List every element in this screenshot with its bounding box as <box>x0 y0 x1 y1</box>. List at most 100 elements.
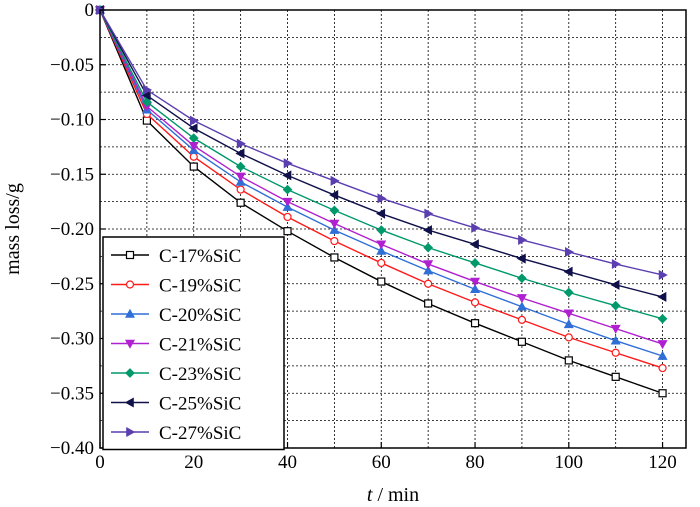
data-point <box>610 300 621 311</box>
data-point <box>517 337 527 346</box>
data-point <box>563 309 574 319</box>
data-point <box>377 258 386 268</box>
x-tick-label: 120 <box>648 452 677 473</box>
data-point <box>236 185 245 194</box>
data-point <box>236 138 246 149</box>
data-point <box>564 246 575 258</box>
legend-entry: C-17%SiC <box>111 246 241 267</box>
x-axis-label-italic: t <box>367 484 373 506</box>
data-point <box>189 152 198 161</box>
data-point <box>516 294 527 304</box>
data-point <box>517 315 527 324</box>
data-point <box>329 224 340 234</box>
legend: C-17%SiC C-19%SiC C-20%SiC C-21%SiC C-23%SiC… <box>102 236 285 451</box>
data-point <box>564 356 573 365</box>
data-point <box>282 197 293 207</box>
data-point <box>516 253 526 264</box>
x-axis-label-unit: / min <box>372 484 419 506</box>
data-point <box>283 158 293 169</box>
legend-label: C-21%SiC <box>159 335 241 356</box>
legend-swatch-marker <box>124 308 136 318</box>
data-point <box>470 283 481 294</box>
data-point <box>563 319 574 329</box>
data-point <box>141 90 151 101</box>
data-point <box>329 219 340 229</box>
data-point <box>471 222 481 233</box>
legend-swatch-marker <box>126 426 136 438</box>
data-point <box>516 301 527 311</box>
data-point <box>611 372 620 381</box>
data-point <box>611 259 621 270</box>
x-axis-label: t / min <box>367 484 419 506</box>
data-point <box>610 324 621 334</box>
x-tick-label: 0 <box>95 452 105 473</box>
data-point <box>470 277 481 287</box>
legend-label: C-19%SiC <box>159 276 241 297</box>
data-point <box>235 161 246 172</box>
data-point <box>330 253 339 262</box>
legend-label: C-17%SiC <box>159 246 241 267</box>
data-point <box>423 242 434 253</box>
data-point <box>422 225 432 236</box>
data-point <box>563 266 573 277</box>
data-point <box>235 148 245 159</box>
y-tick-label: −0.05 <box>50 55 94 76</box>
data-point <box>658 363 667 373</box>
legend-entry: C-20%SiC <box>111 305 241 326</box>
legend-swatch-marker <box>124 397 134 408</box>
ticks: 0 20 40 60 80 100 120 0 −0.05 −0.10 −0.15 −0.20 −0.2… <box>50 0 677 473</box>
legend-label: C-23%SiC <box>159 364 241 385</box>
data-point <box>282 184 293 195</box>
data-point <box>282 170 292 181</box>
data-point <box>658 389 667 398</box>
data-point <box>517 273 527 284</box>
data-point <box>142 97 152 107</box>
x-tick-label: 80 <box>466 452 485 473</box>
data-point <box>376 240 387 250</box>
data-point <box>188 141 199 152</box>
data-point <box>470 298 480 307</box>
data-point <box>377 193 387 204</box>
data-point <box>424 279 433 288</box>
legend-label: C-27%SiC <box>159 423 241 444</box>
legend-swatch-marker <box>125 368 135 378</box>
data-point <box>189 115 199 126</box>
y-tick-label: −0.30 <box>50 329 94 350</box>
legend-entry: C-23%SiC <box>111 364 241 385</box>
series-C-21%SiC <box>94 6 668 350</box>
data-point <box>657 340 668 350</box>
x-tick-label: 100 <box>555 452 584 473</box>
data-point <box>283 212 292 222</box>
data-point <box>329 205 340 216</box>
y-tick-label: −0.35 <box>50 383 94 404</box>
data-point <box>376 208 386 219</box>
series-C-27%SiC <box>96 4 668 281</box>
legend-swatch-marker <box>125 250 135 260</box>
legend-label: C-25%SiC <box>159 394 241 415</box>
data-point <box>657 313 668 324</box>
legend-swatch-marker <box>124 339 136 349</box>
data-point <box>470 258 480 268</box>
legend-entry: C-21%SiC <box>111 335 241 356</box>
y-tick-label: −0.10 <box>50 110 94 131</box>
data-point <box>188 133 199 143</box>
data-point <box>329 190 339 201</box>
y-tick-label: −0.15 <box>50 164 94 185</box>
x-tick-label: 20 <box>184 452 203 473</box>
data-point <box>188 123 198 134</box>
y-tick-label: 0 <box>85 0 95 21</box>
data-point <box>377 277 386 286</box>
data-point <box>424 208 434 219</box>
data-point <box>469 239 479 250</box>
data-point <box>658 269 668 281</box>
data-point <box>470 319 480 328</box>
data-point <box>423 265 434 275</box>
data-point <box>330 236 339 246</box>
data-point <box>142 116 151 125</box>
y-tick-label: −0.40 <box>50 438 94 459</box>
data-point <box>189 162 198 171</box>
x-tick-label: 60 <box>372 452 391 473</box>
data-point <box>376 225 387 235</box>
legend-entry: C-27%SiC <box>111 423 241 444</box>
